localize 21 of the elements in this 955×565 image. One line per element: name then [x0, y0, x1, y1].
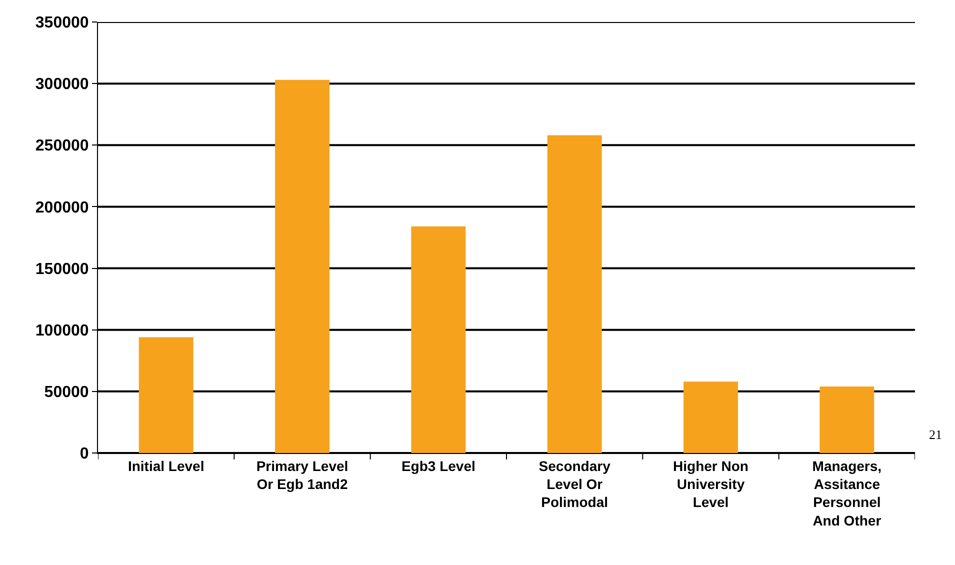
bar: [411, 226, 466, 453]
x-tick-label: Higher Non University Level: [673, 458, 748, 510]
x-tick-label: Initial Level: [128, 458, 204, 474]
bar: [820, 386, 874, 453]
y-tick-label: 250000: [35, 138, 89, 155]
bar: [684, 382, 738, 453]
bar: [275, 80, 330, 453]
y-tick-label: 100000: [35, 322, 89, 340]
y-tick-label: 350000: [35, 14, 89, 32]
bar: [547, 135, 602, 453]
y-tick-label: 200000: [35, 199, 89, 216]
y-tick-label: 300000: [35, 76, 89, 94]
y-tick-label: 50000: [44, 384, 89, 402]
x-tick-label: Primary Level Or Egb 1and2: [256, 458, 348, 492]
x-tick-label: Egb3 Level: [401, 458, 476, 474]
x-tick-label: Managers, Assitance Personnel And Other: [812, 458, 882, 528]
bar: [138, 337, 194, 453]
text: 21: [929, 427, 942, 442]
y-tick-label: 0: [80, 446, 89, 463]
x-tick-label: Secondary Level Or Polimodal: [538, 458, 611, 510]
y-tick-label: 150000: [35, 260, 89, 278]
